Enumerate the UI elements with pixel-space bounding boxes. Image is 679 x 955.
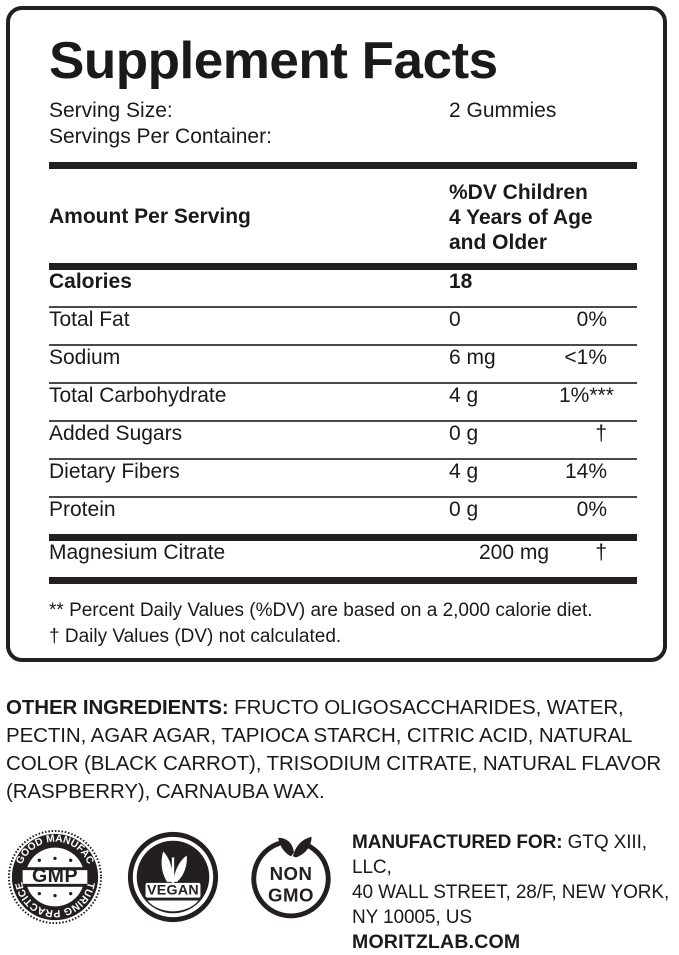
nutrient-amount: 4 g [449,384,479,407]
table-row: Added Sugars 0 g † [49,422,637,458]
nutrient-daily-value: † [595,422,607,445]
nutrient-name: Total Fat [49,308,130,331]
nutrient-amount: 6 mg [449,346,496,369]
supplement-facts-panel: Supplement Facts Serving Size: 2 Gummies… [6,6,667,662]
svg-text:GMP: GMP [32,865,78,887]
table-row: Magnesium Citrate 200 mg † [49,541,637,577]
certification-badges: GMP GOOD MANUFAC TURING PRACTICE VEGAN [6,826,340,926]
manufacturer-info: MANUFACTURED FOR: GTQ XIII, LLC, 40 WALL… [340,826,672,955]
manufacturer-line-3: NY 10005, US [352,907,472,928]
servings-per-container-row: Servings Per Container: [49,124,637,150]
svg-text:NON: NON [270,863,313,884]
manufactured-for-heading: MANUFACTURED FOR: [352,832,563,853]
servings-per-container-value [449,124,637,150]
manufacturer-website[interactable]: MORITZLAB.COM [352,931,521,953]
supplement-daily-value: † [595,541,607,564]
table-header-row: Amount Per Serving %DV Children 4 Years … [49,169,637,263]
supplement-rows-group: Magnesium Citrate 200 mg † [49,541,637,577]
nutrient-daily-value: 0% [576,308,607,331]
table-row: Sodium 6 mg <1% [49,346,637,382]
serving-size-label: Serving Size: [49,99,173,122]
footnote-percent-daily-value: ** Percent Daily Values (%DV) are based … [49,600,593,621]
rule-above-header [49,162,637,169]
nutrient-daily-value: 1%*** [559,384,614,407]
row-separator [49,306,637,308]
page-title: Supplement Facts [49,32,498,90]
other-ingredients-section: OTHER INGREDIENTS: FRUCTO OLIGOSACCHARID… [6,694,670,806]
supplement-facts-inner: Supplement Facts Serving Size: 2 Gummies… [49,10,637,650]
table-row: Calories 18 [49,270,637,306]
rule-above-supplements [49,534,637,541]
nutrient-daily-value: 14% [564,460,607,483]
non-gmo-icon: NON GMO [251,836,331,919]
nutrient-amount: 18 [449,270,473,293]
dv-header-line-1: %DV Children [449,180,588,204]
nutrient-name: Sodium [49,346,121,369]
gmp-icon: GMP GOOD MANUFAC TURING PRACTICE [7,829,103,925]
amount-per-serving-header: Amount Per Serving [49,205,251,228]
manufacturer-line-2: 40 WALL STREET, 28/F, NEW YORK, [352,882,670,903]
manufacturer-line-1: MANUFACTURED FOR: GTQ XIII, LLC, [352,830,672,880]
row-separator [49,458,637,460]
footnote-daily-value-not-calculated: † Daily Values (DV) not calculated. [49,626,342,647]
row-separator [49,382,637,384]
nutrient-name: Added Sugars [49,422,183,445]
nutrient-daily-value: <1% [564,346,607,369]
table-row: Total Fat 0 0% [49,308,637,344]
svg-text:GMO: GMO [268,885,314,906]
supplement-amount: 200 mg [478,541,550,564]
nutrient-amount: 4 g [449,460,479,483]
nutrient-rows-group: Calories 18 Total Fat 0 0% Sodium 6 mg <1% Total… [49,270,637,534]
dv-header-line-3: and Older [449,230,548,254]
serving-size-row: Serving Size: 2 Gummies [49,98,637,124]
nutrient-amount: 0 [449,308,461,331]
footer-bar: GMP GOOD MANUFAC TURING PRACTICE VEGAN [6,826,672,953]
nutrient-name: Dietary Fibers [49,460,180,483]
nutrient-name: Calories [49,270,132,293]
nutrient-name: Protein [49,498,116,521]
nutrient-name: Total Carbohydrate [49,384,227,407]
other-ingredients-text: FRUCTO OLIGOSACCHARIDES, WATER, PECTIN, … [6,696,662,803]
row-separator [49,420,637,422]
rule-below-header [49,263,637,270]
dv-header-line-2: 4 Years of Age [449,205,593,229]
supplement-name: Magnesium Citrate [49,541,226,564]
serving-size-value: 2 Gummies [449,99,557,122]
table-row: Dietary Fibers 4 g 14% [49,460,637,496]
nutrient-amount: 0 g [449,422,479,445]
serving-info-block: Serving Size: 2 Gummies Servings Per Con… [49,98,637,150]
row-separator [49,344,637,346]
servings-per-container-label: Servings Per Container: [49,125,272,148]
svg-text:VEGAN: VEGAN [147,883,199,899]
row-separator [49,496,637,498]
table-row: Protein 0 g 0% [49,498,637,534]
daily-value-header: %DV Children 4 Years of Age and Older [449,180,637,255]
footnotes-block: ** Percent Daily Values (%DV) are based … [49,584,637,650]
manufacturer-company: GTQ XIII, LLC, [352,832,647,878]
vegan-icon: VEGAN [127,831,219,923]
nutrient-daily-value: 0% [576,498,607,521]
other-ingredients-heading: OTHER INGREDIENTS: [6,696,229,719]
rule-below-supplements [49,577,637,584]
nutrient-amount: 0 g [449,498,479,521]
table-row: Total Carbohydrate 4 g 1%*** [49,384,637,420]
